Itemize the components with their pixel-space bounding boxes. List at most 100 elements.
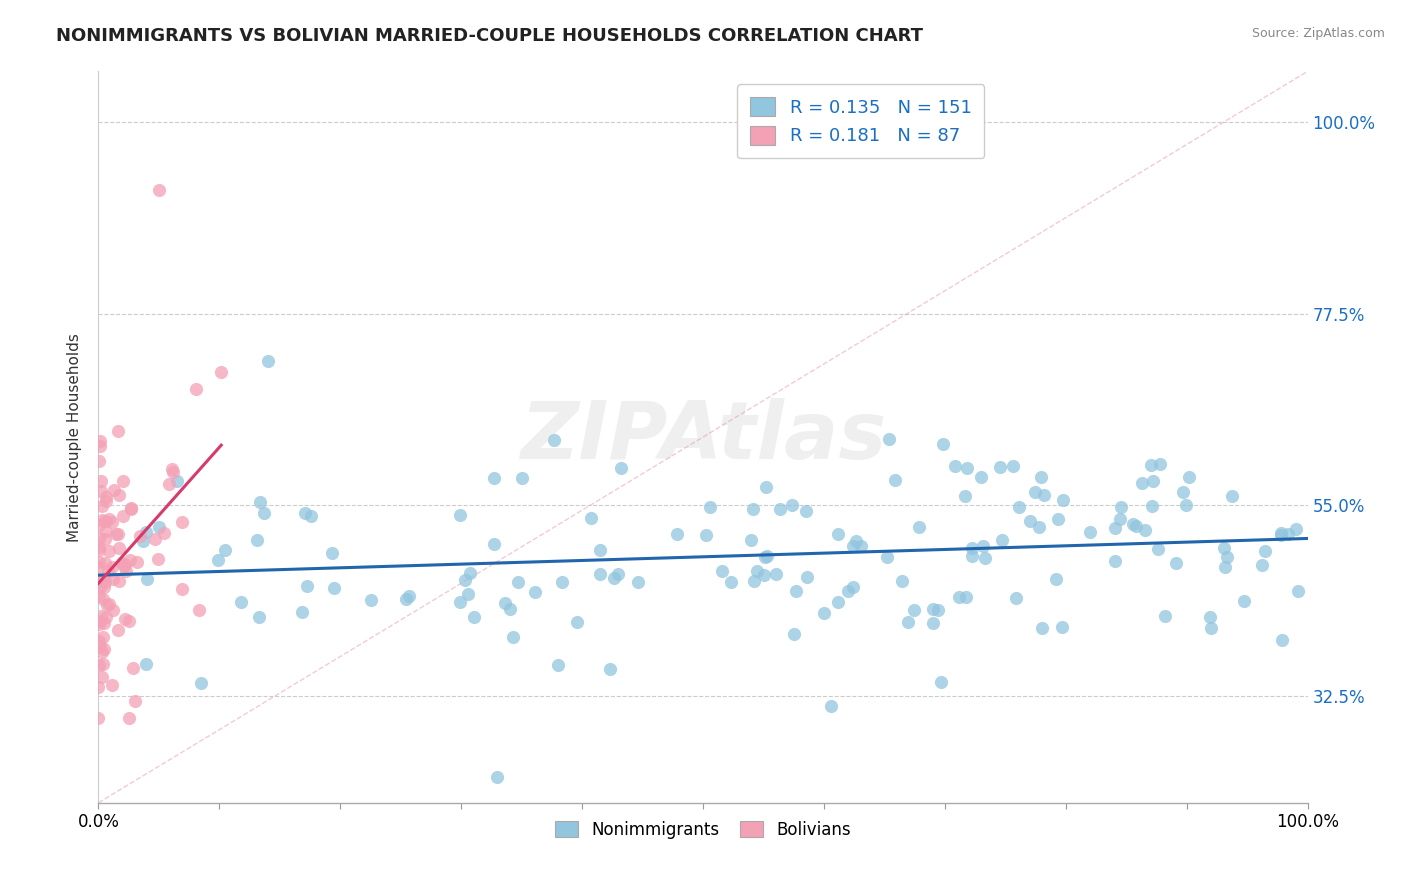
Point <box>1173 485 1195 500</box>
Point <box>114 565 136 579</box>
Point <box>457 587 479 601</box>
Point <box>107 527 129 541</box>
Point <box>755 480 778 494</box>
Point <box>87 555 110 569</box>
Point <box>125 555 148 569</box>
Point <box>111 474 134 488</box>
Point <box>143 532 166 546</box>
Point <box>89 540 111 554</box>
Point <box>94 524 117 538</box>
Point <box>93 571 115 585</box>
Point <box>108 574 131 589</box>
Point <box>695 528 717 542</box>
Point <box>551 575 574 590</box>
Point <box>484 537 506 551</box>
Point <box>87 531 110 545</box>
Point <box>1033 488 1056 502</box>
Point <box>1142 474 1164 488</box>
Point <box>249 494 271 508</box>
Point <box>93 580 115 594</box>
Point <box>602 571 624 585</box>
Point <box>148 520 170 534</box>
Point <box>89 580 111 594</box>
Point <box>103 483 125 498</box>
Point <box>1175 498 1198 512</box>
Point <box>91 657 114 671</box>
Text: ZIPAtlas: ZIPAtlas <box>520 398 886 476</box>
Point <box>190 676 212 690</box>
Point <box>89 518 111 533</box>
Point <box>1216 549 1239 564</box>
Point <box>96 598 118 612</box>
Point <box>87 711 110 725</box>
Point <box>523 584 546 599</box>
Point <box>89 615 111 629</box>
Point <box>148 183 170 197</box>
Point <box>108 541 131 555</box>
Point <box>89 439 111 453</box>
Point <box>91 670 114 684</box>
Point <box>1018 514 1040 528</box>
Point <box>1153 609 1175 624</box>
Point <box>1005 591 1028 605</box>
Point <box>124 694 146 708</box>
Point <box>1133 523 1156 537</box>
Point <box>845 533 868 548</box>
Point <box>1277 526 1299 541</box>
Point <box>589 566 612 581</box>
Point <box>1199 622 1222 636</box>
Point <box>1213 541 1236 556</box>
Point <box>1149 457 1171 471</box>
Point <box>1031 621 1053 635</box>
Point <box>114 612 136 626</box>
Point <box>98 544 121 558</box>
Point <box>769 501 792 516</box>
Point <box>1052 492 1074 507</box>
Point <box>907 520 929 534</box>
Point <box>87 589 110 603</box>
Y-axis label: Married-couple Households: Married-couple Households <box>67 333 83 541</box>
Point <box>754 550 776 565</box>
Point <box>1109 511 1132 525</box>
Point <box>101 516 124 530</box>
Point <box>927 603 949 617</box>
Point <box>87 559 110 574</box>
Point <box>876 549 898 564</box>
Point <box>87 543 110 558</box>
Point <box>321 546 343 560</box>
Point <box>1286 583 1309 598</box>
Point <box>170 515 193 529</box>
Point <box>121 500 143 515</box>
Point <box>87 680 110 694</box>
Point <box>785 584 807 599</box>
Point <box>506 575 529 590</box>
Point <box>110 556 132 570</box>
Point <box>990 533 1012 547</box>
Point <box>148 552 170 566</box>
Point <box>510 470 533 484</box>
Point <box>1270 528 1292 542</box>
Point <box>1078 525 1101 540</box>
Point <box>1199 610 1222 624</box>
Point <box>135 657 157 671</box>
Text: NONIMMIGRANTS VS BOLIVIAN MARRIED-COUPLE HOUSEHOLDS CORRELATION CHART: NONIMMIGRANTS VS BOLIVIAN MARRIED-COUPLE… <box>56 27 924 45</box>
Point <box>449 595 471 609</box>
Point <box>157 477 180 491</box>
Point <box>1285 522 1308 536</box>
Point <box>827 595 849 609</box>
Point <box>170 582 193 596</box>
Point <box>1008 500 1031 515</box>
Point <box>360 593 382 607</box>
Point <box>607 567 630 582</box>
Point <box>720 575 742 590</box>
Point <box>107 425 129 439</box>
Point <box>567 615 589 629</box>
Point <box>837 584 859 599</box>
Point <box>956 461 979 475</box>
Point <box>955 590 977 604</box>
Point <box>1029 470 1052 484</box>
Point <box>841 539 863 553</box>
Point <box>610 460 633 475</box>
Point <box>120 501 142 516</box>
Point <box>1271 632 1294 647</box>
